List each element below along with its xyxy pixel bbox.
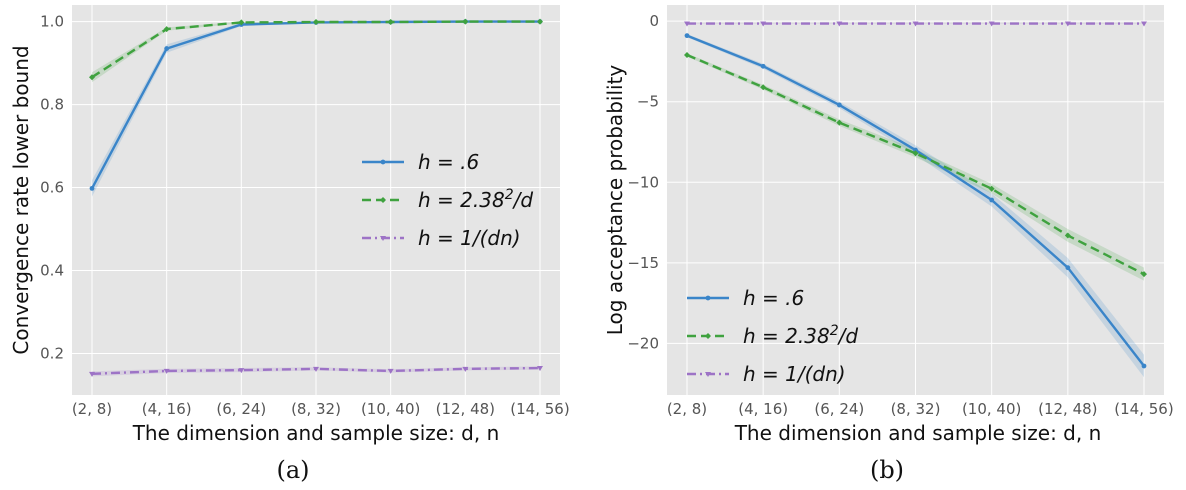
legend-label-b-0: h = .6 [743, 286, 804, 310]
y-tick-label-b: 0 [649, 12, 659, 30]
data-point-a-2 [537, 366, 543, 372]
x-tick-label-a: (6, 24) [216, 400, 266, 418]
data-point-b-2 [1064, 21, 1071, 27]
data-point-b-0 [836, 102, 842, 108]
data-point-b-0 [989, 197, 995, 203]
data-point-b-1 [912, 150, 919, 157]
caption-a: (a) [276, 456, 309, 484]
x-tick-label-b: (4, 16) [738, 400, 788, 418]
x-tick-label-a: (4, 16) [142, 400, 192, 418]
data-point-b-0 [684, 33, 690, 39]
y-tick-label-a: 0.8 [40, 96, 64, 114]
y-tick-label-a: 0.2 [40, 345, 64, 363]
x-tick-label-b: (14, 56) [1114, 400, 1173, 418]
confidence-band-b-1 [687, 53, 1144, 281]
x-axis-label-a: The dimension and sample size: d, n [132, 421, 500, 445]
data-point-a-0 [164, 46, 170, 51]
legend-label-b-2: h = 1/(dn) [743, 362, 846, 386]
data-point-a-2 [387, 368, 394, 374]
y-tick-label-b: −10 [627, 173, 659, 191]
data-point-b-2 [988, 21, 995, 27]
legend-label-a-1: h = 2.382/d [418, 187, 533, 212]
data-point-b-1 [836, 119, 843, 126]
data-point-b-1 [760, 84, 767, 91]
caption-b: (b) [870, 456, 904, 484]
data-point-b-1 [684, 51, 690, 58]
y-tick-label-b: −5 [637, 93, 659, 111]
y-axis-label-b: Log acceptance probability [603, 65, 627, 336]
x-tick-label-a: (12, 48) [436, 400, 495, 418]
data-point-a-2 [238, 368, 245, 374]
data-point-b-0 [913, 147, 918, 153]
data-point-b-2 [912, 21, 919, 27]
data-point-a-1 [537, 18, 543, 25]
data-point-b-0 [1065, 265, 1071, 271]
x-tick-label-b: (12, 48) [1038, 400, 1097, 418]
y-axis-label-a: Convergence rate lower bound [9, 45, 33, 354]
legend-label-a-0: h = .6 [418, 150, 479, 174]
chart-b: −20 −15 −10 −5 0 (2, 8) (4, 16) (6, 24) (8, 32) (… [603, 5, 1174, 484]
data-point-b-0 [1141, 363, 1147, 369]
x-tick-label-a: (10, 40) [361, 400, 420, 418]
data-point-a-2 [462, 366, 469, 372]
data-point-b-2 [1141, 21, 1147, 27]
data-point-b-2 [836, 21, 843, 27]
x-axis-label-b: The dimension and sample size: d, n [734, 421, 1102, 445]
data-point-a-1 [89, 74, 95, 81]
y-tick-label-a: 0.4 [40, 262, 64, 280]
x-tick-label-a: (14, 56) [510, 400, 569, 418]
data-point-b-0 [760, 63, 766, 69]
x-tick-label-b: (8, 32) [891, 400, 941, 418]
data-point-a-2 [313, 366, 319, 372]
data-point-b-2 [760, 21, 767, 27]
data-point-a-2 [163, 368, 170, 374]
x-tick-label-b: (2, 8) [667, 400, 707, 418]
legend-label-a-2: h = 1/(dn) [418, 226, 521, 250]
data-point-b-1 [1064, 232, 1071, 239]
data-point-a-1 [238, 19, 245, 26]
data-point-a-1 [387, 19, 394, 26]
legend-b: h = .6 h = 2.382/d h = 1/(dn) [687, 286, 858, 386]
x-tick-label-a: (2, 8) [72, 400, 112, 418]
y-tick-label-b: −20 [627, 334, 659, 352]
data-point-b-2 [684, 21, 690, 27]
data-point-a-1 [462, 18, 469, 25]
legend-label-b-1: h = 2.382/d [743, 323, 858, 348]
x-tick-label-b: (10, 40) [962, 400, 1021, 418]
data-point-b-1 [1141, 271, 1147, 278]
x-tick-label-a: (8, 32) [291, 400, 341, 418]
x-tick-label-b: (6, 24) [814, 400, 864, 418]
data-point-a-1 [313, 19, 319, 26]
data-point-b-1 [988, 185, 995, 192]
data-point-a-0 [89, 185, 95, 191]
data-point-a-1 [163, 26, 170, 33]
y-tick-label-b: −15 [627, 254, 659, 272]
chart-a: 0.2 0.4 0.6 0.8 1.0 (2, 8) (4, 16) (6, 24) (8, 3… [9, 5, 570, 484]
y-tick-label-a: 1.0 [40, 13, 64, 31]
legend-a: h = .6 h = 2.382/d h = 1/(dn) [362, 150, 533, 250]
data-point-a-2 [89, 371, 95, 377]
y-tick-label-a: 0.6 [40, 179, 64, 197]
